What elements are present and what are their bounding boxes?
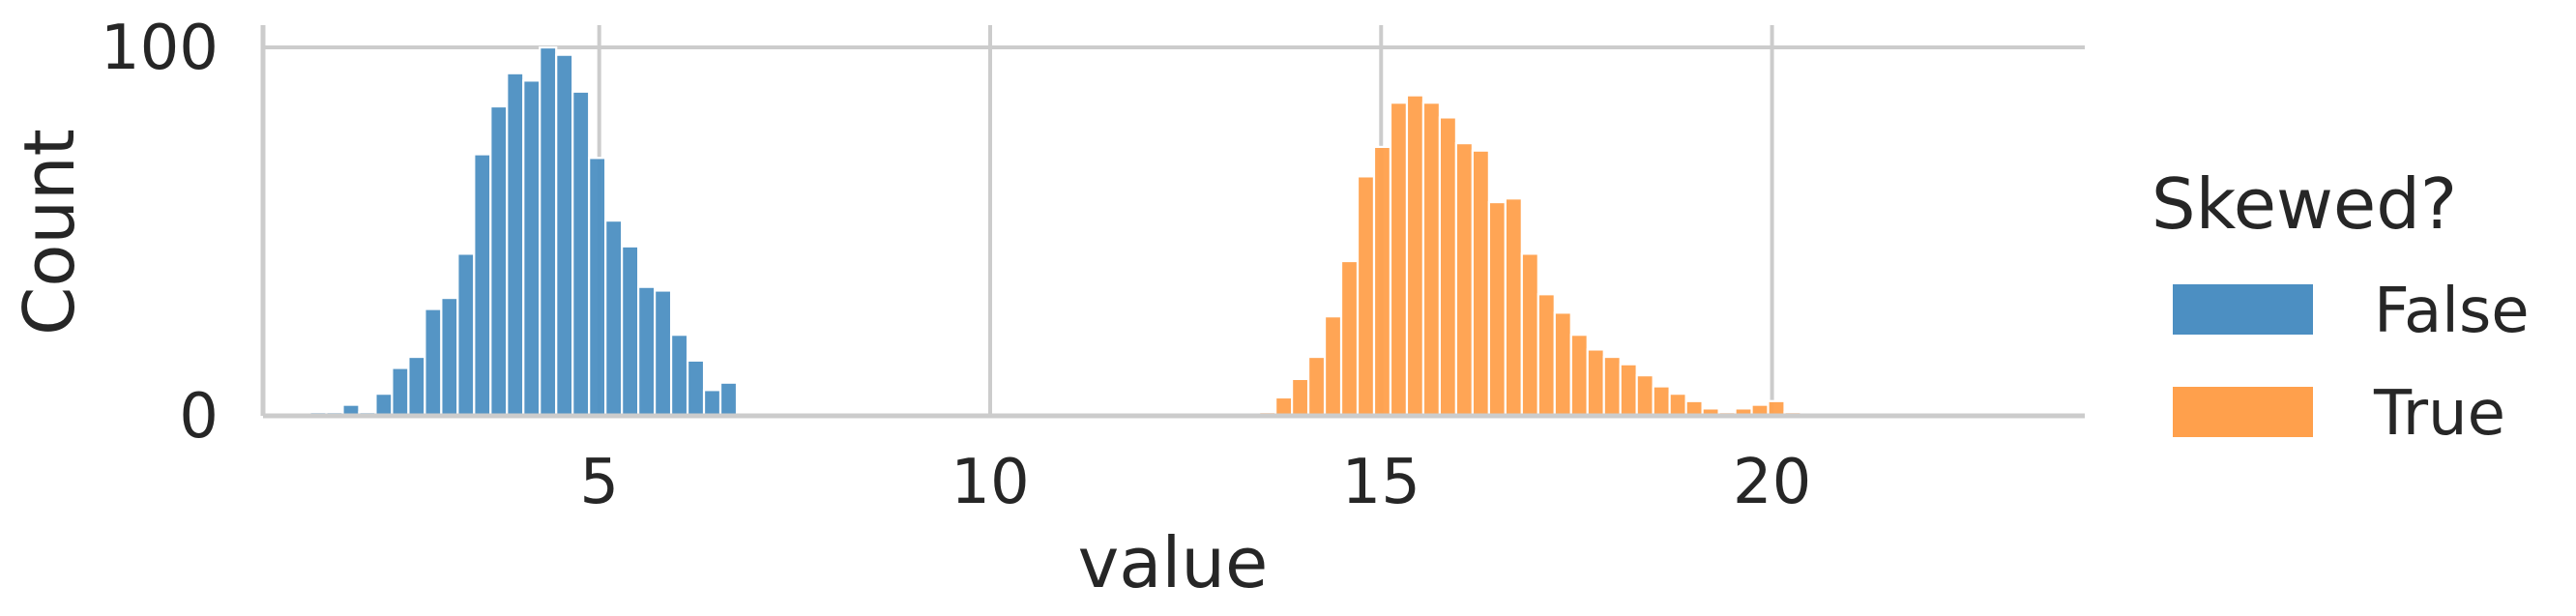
- histogram-bar-true: [1619, 363, 1638, 418]
- histogram-bar-true: [1652, 385, 1671, 418]
- x-tick-label: 5: [579, 447, 619, 518]
- histogram-bar-true: [1471, 149, 1490, 418]
- histogram-bar-false: [571, 90, 591, 418]
- histogram-bar-false: [522, 79, 542, 418]
- axes: 5 10 15 20 0 100: [101, 13, 2085, 518]
- histogram-bar-false: [391, 367, 410, 418]
- histogram-bar-true: [1504, 197, 1523, 418]
- histogram-bar-true: [1569, 334, 1589, 418]
- x-axis-label: value: [1078, 522, 1269, 603]
- histogram-bar-true: [1274, 396, 1294, 418]
- histogram-bar-true: [1389, 102, 1409, 418]
- histogram-bar-true: [1306, 355, 1327, 418]
- histogram-bar-true: [1405, 94, 1425, 418]
- histogram-bar-false: [686, 359, 706, 418]
- histogram-bar-true: [1290, 377, 1310, 418]
- histogram-bar-true: [1454, 141, 1474, 418]
- histogram-bar-true: [1323, 315, 1343, 418]
- histogram-bar-false: [506, 72, 525, 418]
- histogram-bar-false: [669, 334, 689, 418]
- histogram-bar-true: [1520, 252, 1539, 418]
- histogram-bar-true: [1602, 355, 1622, 418]
- histogram-bar-true: [1421, 102, 1442, 418]
- y-tick-label: 0: [179, 381, 219, 453]
- histogram-bar-true: [1668, 393, 1687, 418]
- y-tick-label: 100: [101, 13, 219, 84]
- histogram-bar-true: [1356, 175, 1376, 418]
- histogram-bar-true: [1537, 293, 1556, 418]
- histogram-bar-true: [1586, 348, 1605, 418]
- histogram-bar-true: [1339, 259, 1360, 418]
- histogram-bar-false: [489, 104, 509, 418]
- legend-label-false: False: [2374, 276, 2530, 347]
- histogram-bar-false: [702, 389, 722, 418]
- histogram-bar-false: [621, 245, 640, 418]
- x-tick-label: 10: [951, 447, 1029, 518]
- histogram-bar-false: [539, 45, 558, 418]
- histogram-bar-true: [1372, 145, 1392, 418]
- histogram-bar-false: [588, 157, 607, 418]
- histogram-bar-false: [374, 393, 394, 418]
- histogram-bars: [308, 45, 1802, 418]
- histogram-bar-false: [637, 285, 657, 418]
- histogram-bar-true: [1553, 311, 1572, 418]
- histogram-bar-true: [1438, 116, 1457, 418]
- histogram-bar-false: [604, 219, 624, 418]
- histogram-bar-false: [440, 296, 459, 418]
- legend-swatch-true: [2173, 387, 2313, 437]
- histogram-bar-false: [456, 252, 476, 418]
- legend-swatch-false: [2173, 284, 2313, 335]
- histogram-bar-false: [424, 308, 443, 418]
- histogram-bar-false: [555, 53, 574, 418]
- histogram-bar-false: [718, 381, 739, 418]
- x-tick-label: 15: [1342, 447, 1420, 518]
- histogram-bar-true: [1487, 200, 1507, 418]
- y-axis-label: Count: [9, 129, 90, 336]
- legend-title: Skewed?: [2152, 163, 2457, 245]
- legend-label-true: True: [2373, 378, 2505, 450]
- legend: Skewed? False True: [2152, 163, 2530, 450]
- histogram-bar-false: [654, 289, 673, 418]
- x-tick-label: 20: [1733, 447, 1811, 518]
- histogram-bar-false: [473, 153, 492, 418]
- histogram-bar-true: [1635, 373, 1654, 418]
- histogram-bar-false: [407, 355, 426, 418]
